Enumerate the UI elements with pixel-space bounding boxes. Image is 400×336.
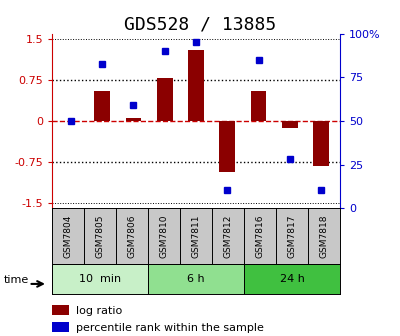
Text: GSM7806: GSM7806 bbox=[128, 214, 136, 258]
Bar bbox=[313, 121, 329, 166]
Text: GSM7805: GSM7805 bbox=[96, 214, 104, 258]
Bar bbox=[244, 264, 340, 294]
Text: time: time bbox=[4, 275, 29, 285]
Text: GSM7804: GSM7804 bbox=[64, 214, 72, 258]
Text: GSM7811: GSM7811 bbox=[192, 214, 200, 258]
Text: 6 h: 6 h bbox=[187, 274, 205, 284]
Text: GDS528 / 13885: GDS528 / 13885 bbox=[124, 15, 276, 33]
Text: percentile rank within the sample: percentile rank within the sample bbox=[76, 323, 264, 333]
Bar bbox=[148, 264, 244, 294]
Bar bbox=[282, 121, 298, 127]
Bar bbox=[126, 118, 141, 121]
Text: GSM7817: GSM7817 bbox=[288, 214, 296, 258]
Text: log ratio: log ratio bbox=[76, 306, 122, 316]
Text: 10  min: 10 min bbox=[79, 274, 121, 284]
Bar bbox=[251, 91, 266, 121]
Text: GSM7812: GSM7812 bbox=[224, 214, 232, 258]
Bar bbox=[52, 264, 148, 294]
Bar bbox=[52, 322, 69, 332]
Bar bbox=[94, 91, 110, 121]
Bar bbox=[220, 121, 235, 172]
Text: GSM7818: GSM7818 bbox=[320, 214, 328, 258]
Bar bbox=[157, 78, 172, 121]
Bar bbox=[52, 305, 69, 315]
Text: 24 h: 24 h bbox=[280, 274, 304, 284]
Text: GSM7816: GSM7816 bbox=[256, 214, 264, 258]
Bar bbox=[188, 50, 204, 121]
Text: GSM7810: GSM7810 bbox=[160, 214, 168, 258]
